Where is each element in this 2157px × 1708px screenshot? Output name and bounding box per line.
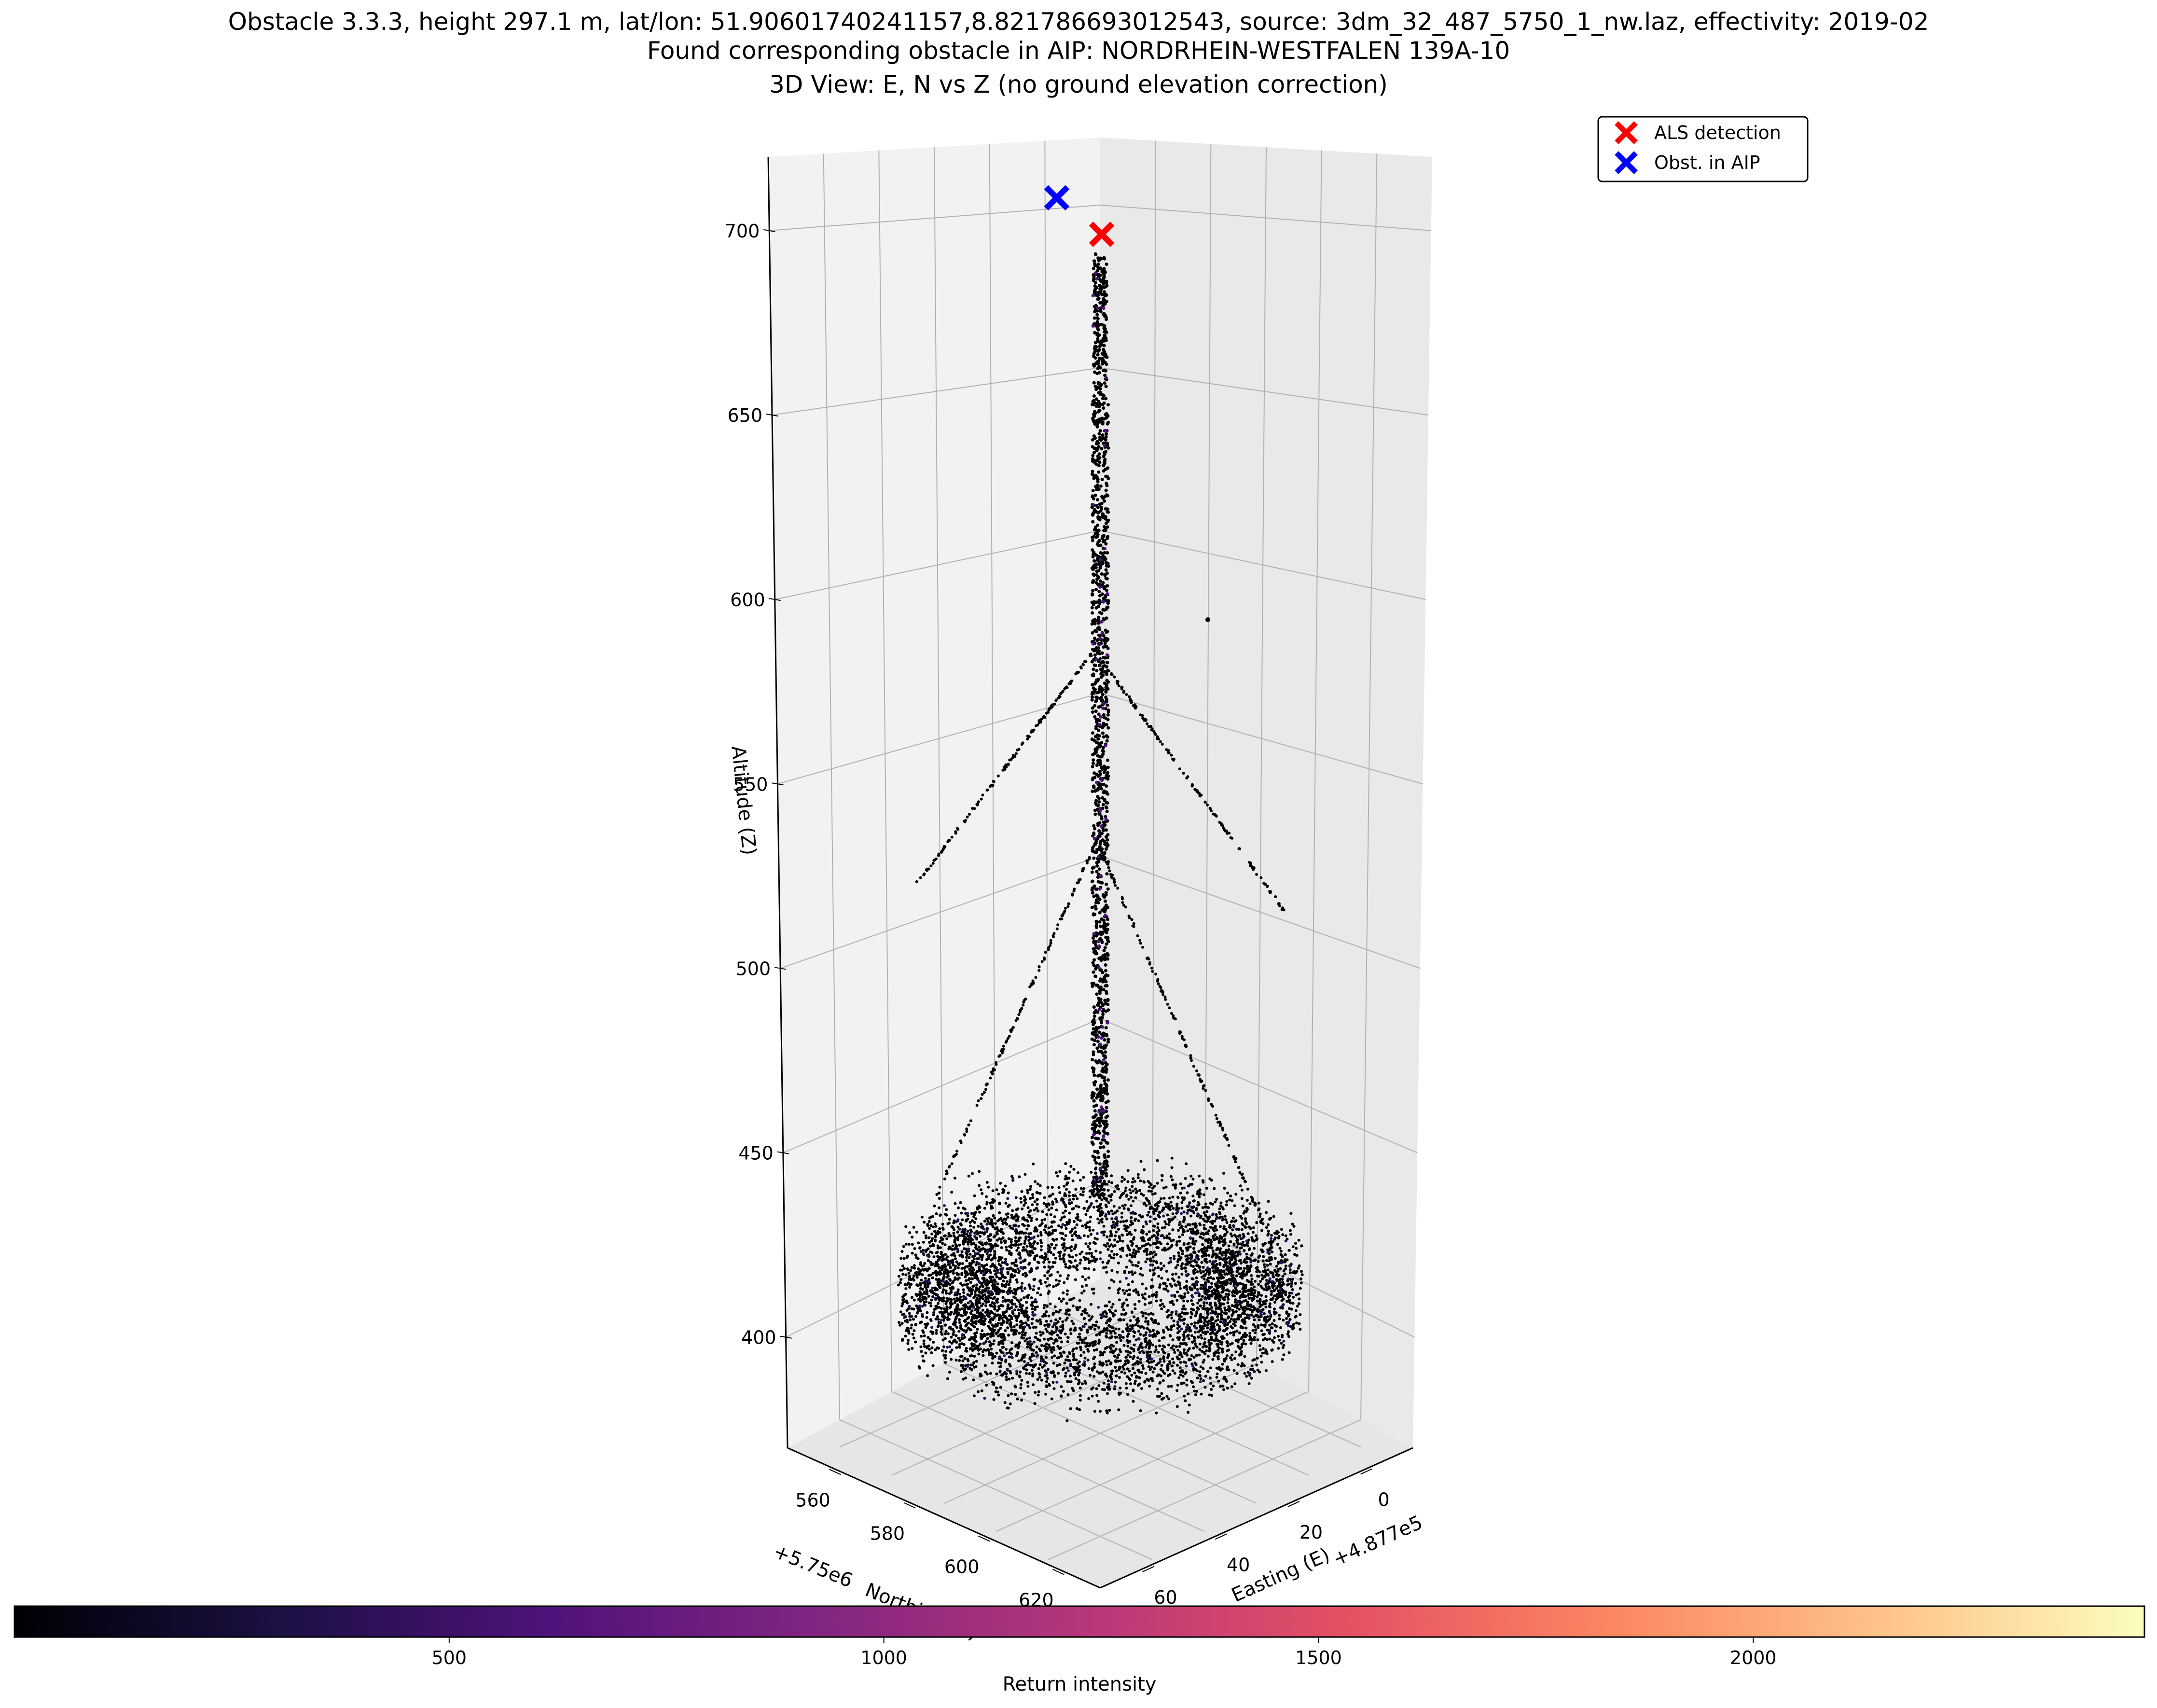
z-tick-mark (772, 782, 784, 786)
east-tick-mark (1215, 1533, 1227, 1540)
pane-edges (767, 156, 1413, 1589)
z-tick-label: 600 (730, 589, 765, 611)
detection-markers (1044, 185, 1115, 247)
z-axis-label: Altitude (Z) (727, 745, 760, 856)
z-tick-mark (777, 1151, 789, 1154)
guy-wire-points (1098, 657, 1286, 912)
chart-title-line-2: Found corresponding obstacle in AIP: NOR… (647, 37, 1510, 65)
north-axis-offset-label: +5.75e6 (770, 1541, 856, 1592)
z-tick-mark (769, 598, 781, 601)
z-tick-mark (774, 967, 787, 970)
legend-label: Obst. in AIP (1654, 152, 1760, 173)
legend-label: ALS detection (1654, 122, 1781, 143)
z-tick-label: 650 (727, 405, 762, 426)
left-pane (768, 138, 1100, 1448)
guy-wire-points (935, 834, 1101, 1196)
north-tick-mark (1052, 1569, 1065, 1575)
north-tick-label: 580 (870, 1523, 905, 1544)
east-tick-mark (1287, 1500, 1300, 1507)
north-tick-label: 560 (795, 1489, 830, 1511)
legend-box (1597, 116, 1809, 182)
grid-line-vertical-left (989, 144, 996, 1335)
z-tick-label: 550 (733, 774, 768, 795)
grid-line-vertical-right (1204, 144, 1212, 1335)
als-detection-marker (1089, 222, 1115, 247)
legend-item: ALS detection (1615, 121, 1781, 144)
east-tick-label: 20 (1300, 1522, 1323, 1543)
north-tick-label: 600 (944, 1556, 980, 1578)
east-tick-label: 0 (1378, 1489, 1389, 1510)
z-tick-mark (763, 229, 775, 232)
grid-line-vertical-left (934, 147, 944, 1364)
grid-line-vertical-right (1308, 150, 1322, 1392)
grid-line-vertical-right (1256, 147, 1267, 1364)
z-tick-mark (766, 414, 778, 417)
grid-line-floor (996, 1391, 1309, 1532)
grid-line-vertical-right (1360, 153, 1378, 1420)
colorbar-ticks: 500 1000 1500 2000 (432, 1637, 1777, 1668)
vegetation-points (897, 1156, 1304, 1422)
colorbar-label: Return intensity (1003, 1673, 1157, 1695)
grid-line-floor (996, 1334, 1309, 1476)
grid-line-floor (1048, 1419, 1361, 1560)
grid-line-vertical-left (823, 153, 840, 1420)
isolated-point (1205, 617, 1210, 622)
east-axis-offset-label: +4.877e5 (1329, 1512, 1426, 1571)
z-tick-label: 400 (741, 1327, 776, 1348)
grid-line-vertical-left (1044, 140, 1049, 1307)
guy-wire-points (1099, 848, 1264, 1222)
chart-title-line-3: 3D View: E, N vs Z (no ground elevation … (769, 70, 1388, 98)
east-tick-mark (1360, 1468, 1372, 1475)
z-tick-mark (780, 1335, 792, 1339)
east-tick-mark (1142, 1566, 1154, 1572)
right-pane (1100, 138, 1432, 1448)
legend: ALS detection Obst. in AIP (1597, 116, 1809, 182)
z-axis-ticks: 400 450 500 550 600 650 700 (725, 221, 792, 1348)
east-axis-ticks: 0 20 40 60 (1142, 1468, 1390, 1608)
grid-line-floor (891, 1391, 1205, 1532)
east-tick-label: 40 (1227, 1554, 1250, 1575)
grid-line-vertical-right (1152, 140, 1156, 1307)
legend-item: Obst. in AIP (1615, 151, 1760, 174)
vegetation-intensity-points (902, 1177, 1294, 1400)
z-tick-label: 700 (725, 221, 760, 242)
chart-title-line-1: Obstacle 3.3.3, height 297.1 m, lat/lon:… (228, 8, 1929, 36)
colorbar-tick-label: 1500 (1295, 1647, 1342, 1668)
point-cloud (897, 252, 1304, 1422)
north-tick-mark (903, 1502, 916, 1509)
grid-line-floor (1048, 1306, 1361, 1448)
colorbar-tick-label: 1000 (860, 1647, 907, 1668)
colorbar (14, 1605, 2145, 1638)
grid-line-vertical-left (878, 150, 892, 1392)
z-tick-label: 500 (736, 958, 771, 979)
east-tick-label: 60 (1154, 1587, 1177, 1608)
aip-obstacle-marker (1044, 185, 1070, 211)
guy-wire-points (915, 641, 1101, 883)
mast-points (1090, 252, 1110, 1199)
colorbar-tick-label: 2000 (1730, 1647, 1777, 1668)
north-tick-mark (978, 1535, 990, 1542)
north-tick-mark (829, 1469, 841, 1475)
z-tick-label: 450 (738, 1143, 774, 1164)
colorbar-tick-label: 500 (432, 1647, 467, 1668)
